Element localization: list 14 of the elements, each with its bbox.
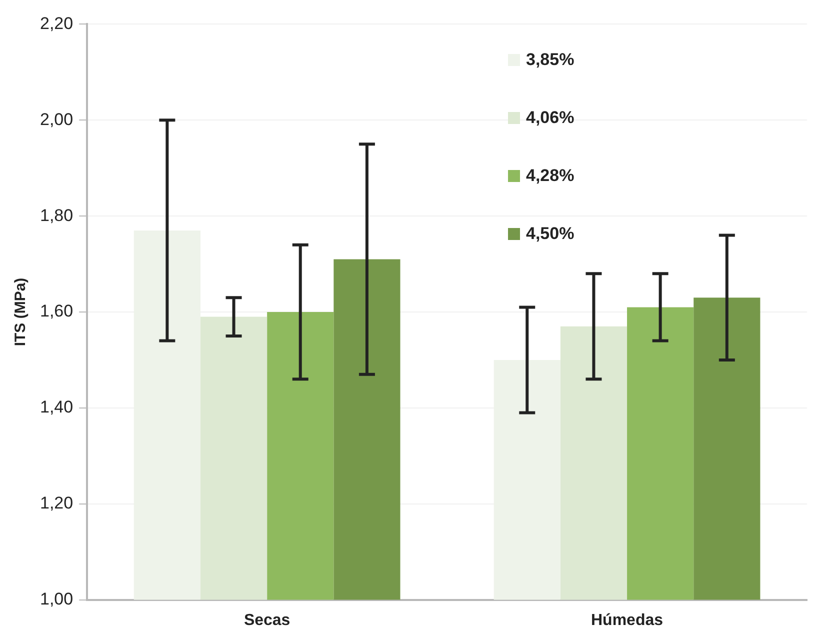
y-tick-label: 2,00 xyxy=(40,110,74,129)
y-axis-title: ITS (MPa) xyxy=(12,278,30,346)
legend-label: 3,85% xyxy=(526,50,574,70)
x-tick-label: Secas xyxy=(244,612,290,629)
y-tick-label: 1,40 xyxy=(40,398,74,417)
y-tick-label: 1,60 xyxy=(40,302,74,321)
legend-label: 4,28% xyxy=(526,166,574,186)
x-tick-label: Húmedas xyxy=(591,612,664,629)
y-tick-label: 1,80 xyxy=(40,206,74,225)
y-tick-label: 1,00 xyxy=(40,589,74,608)
legend-label: 4,06% xyxy=(526,108,574,128)
y-tick-label: 1,20 xyxy=(40,494,74,513)
y-tick-label: 2,20 xyxy=(40,14,74,33)
legend-label: 4,50% xyxy=(526,224,574,244)
